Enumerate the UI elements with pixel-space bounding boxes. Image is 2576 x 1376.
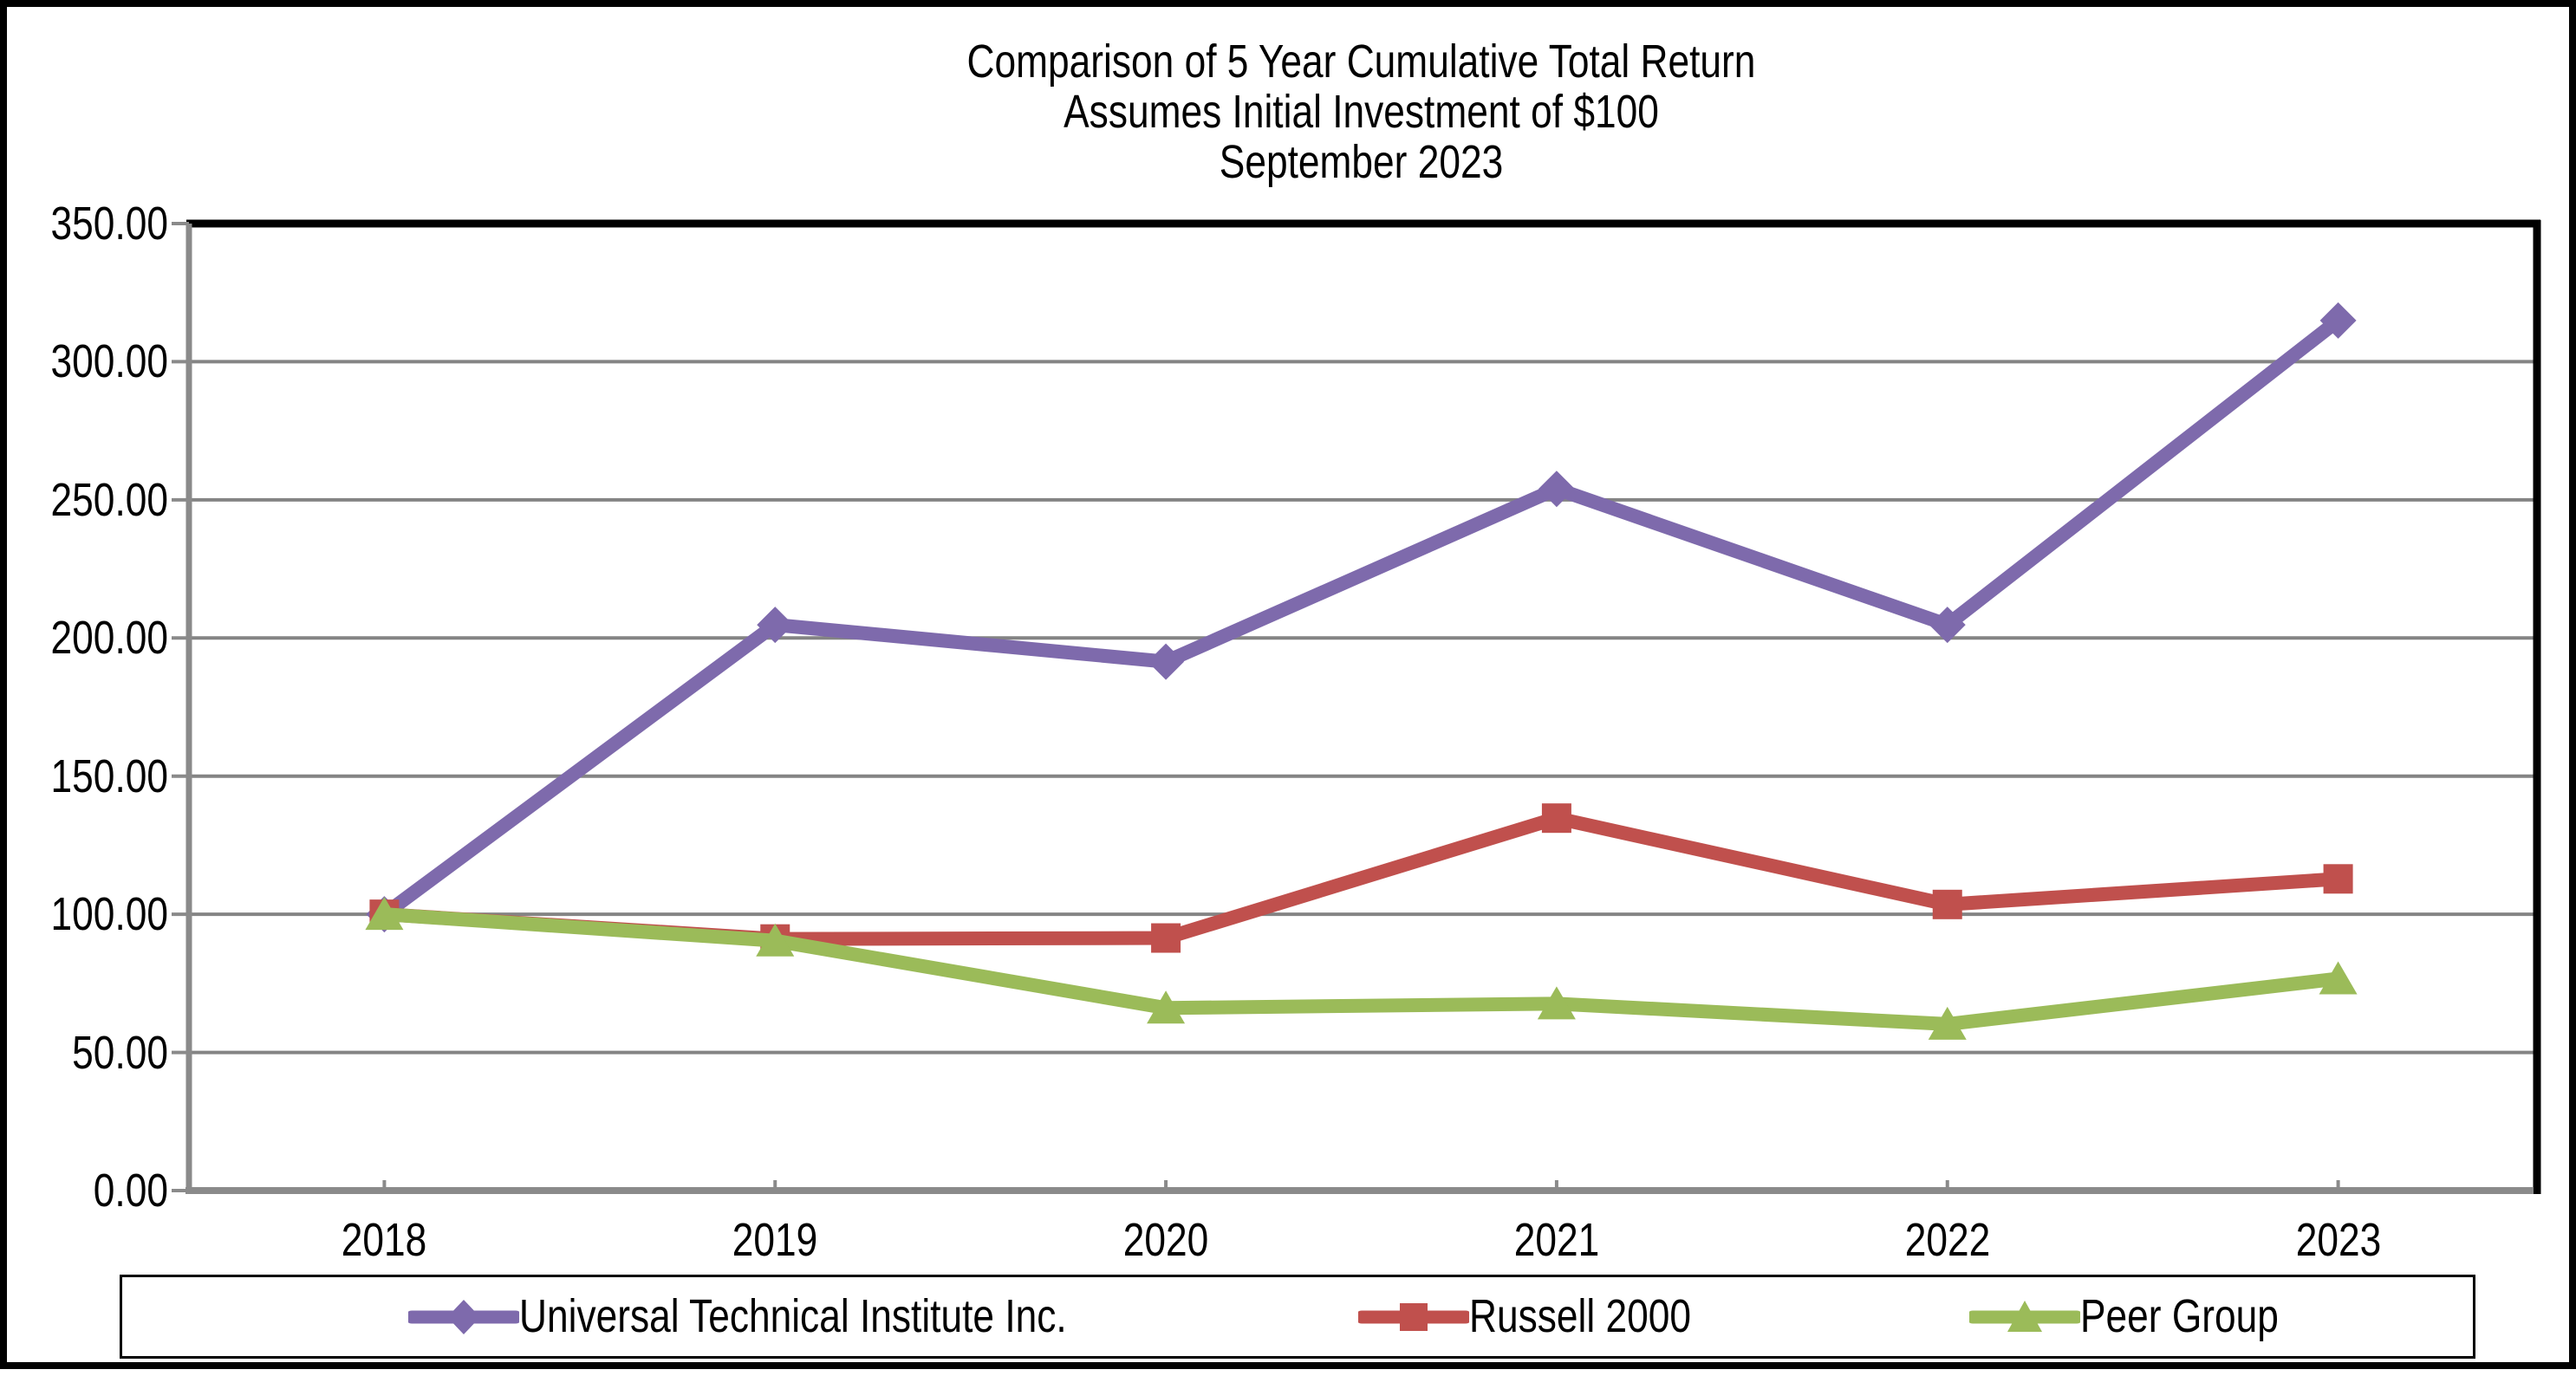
diamond-marker-icon <box>408 1299 519 1334</box>
chart-title-line-1: Comparison of 5 Year Cumulative Total Re… <box>966 36 1756 88</box>
triangle-marker <box>1537 986 1576 1020</box>
x-axis-tick-label: 2021 <box>1513 1214 1600 1266</box>
x-axis-tick-label: 2018 <box>342 1214 427 1266</box>
legend-item-universal-technical-institute: Universal Technical Institute Inc. <box>408 1277 1187 1356</box>
square-marker <box>2323 864 2353 894</box>
legend-box: Universal Technical Institute Inc. Russe… <box>120 1275 2475 1359</box>
legend-label: Russell 2000 <box>1469 1290 1691 1342</box>
y-axis-tick-label: 200.00 <box>50 612 169 665</box>
diamond-marker <box>2319 302 2357 339</box>
legend-item-peer-group: Peer Group <box>1969 1277 2322 1356</box>
triangle-marker <box>1928 1006 1967 1040</box>
x-axis-tick-label: 2020 <box>1122 1214 1209 1266</box>
triangle-marker <box>1147 990 1186 1024</box>
triangle-marker-icon <box>1969 1300 2080 1332</box>
square-marker <box>1541 803 1571 834</box>
series-line <box>377 907 2345 1031</box>
y-axis-tick-label: 50.00 <box>72 1026 168 1079</box>
chart-title-line-3: September 2023 <box>1219 136 1504 188</box>
diamond-marker <box>1148 643 1185 680</box>
x-axis-tick-label: 2023 <box>2295 1214 2381 1266</box>
legend-label: Peer Group <box>2080 1290 2279 1342</box>
triangle-marker <box>756 923 795 957</box>
legend-item-russell-2000: Russell 2000 <box>1358 1277 1740 1356</box>
series-line <box>377 313 2345 922</box>
chart-title-line-2: Assumes Initial Investment of $100 <box>1064 86 1659 138</box>
square-marker-icon <box>1358 1302 1469 1331</box>
triangle-marker <box>2319 961 2358 995</box>
y-axis-tick-label: 250.00 <box>50 473 169 526</box>
x-axis-tick-label: 2019 <box>732 1214 818 1266</box>
diamond-marker <box>1929 607 1966 644</box>
plot-area <box>172 219 2541 1194</box>
y-axis-tick-label: 0.00 <box>93 1165 168 1217</box>
series-universal-technical-institute-inc <box>366 302 2357 933</box>
series-line <box>377 811 2345 946</box>
diamond-marker <box>757 607 794 644</box>
y-axis-tick-label: 150.00 <box>50 750 169 802</box>
y-axis-tick-label: 100.00 <box>50 888 169 941</box>
x-axis-tick-label: 2022 <box>1904 1214 1991 1266</box>
diamond-marker <box>1538 471 1575 508</box>
square-marker <box>1932 889 1962 919</box>
chart-title: Comparison of 5 Year Cumulative Total Re… <box>400 36 2322 187</box>
square-marker <box>1151 923 1181 953</box>
y-axis-tick-label: 350.00 <box>50 198 169 250</box>
y-axis-tick-label: 300.00 <box>50 335 169 388</box>
triangle-marker <box>365 897 404 931</box>
series-peer-group <box>365 897 2358 1040</box>
legend-label: Universal Technical Institute Inc. <box>519 1290 1067 1342</box>
